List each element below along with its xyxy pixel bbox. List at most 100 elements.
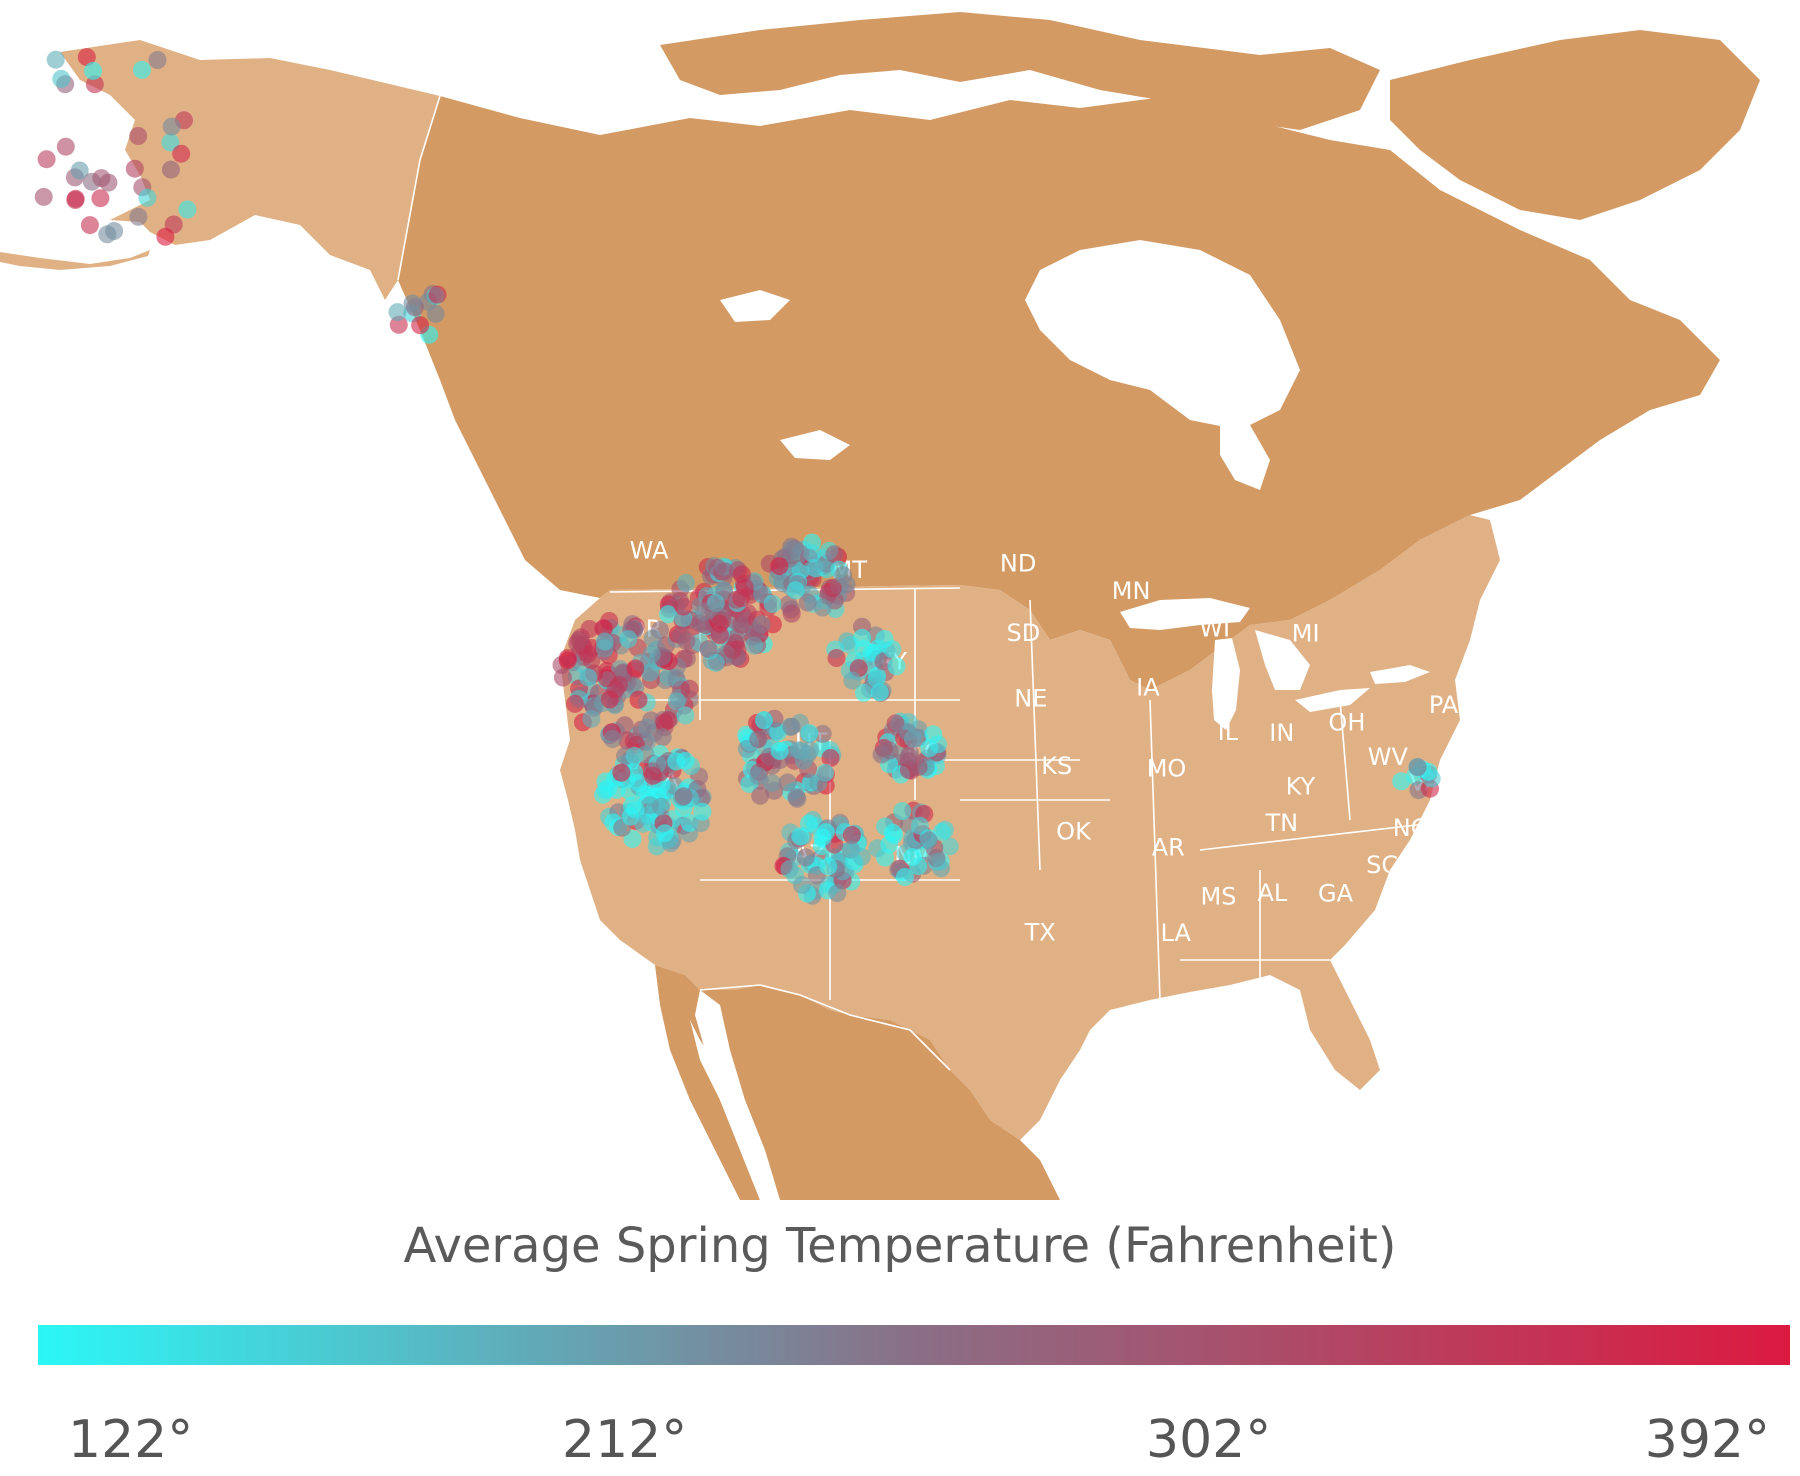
station-point[interactable] [825, 545, 844, 564]
station-point[interactable] [804, 558, 823, 577]
station-point[interactable] [872, 745, 891, 764]
station-point[interactable] [607, 780, 626, 799]
station-point[interactable] [875, 630, 894, 648]
station-point[interactable] [92, 169, 111, 188]
station-point[interactable] [920, 739, 939, 758]
station-point[interactable] [582, 709, 601, 728]
station-point[interactable] [629, 690, 648, 709]
station-point[interactable] [659, 605, 678, 624]
station-point[interactable] [411, 316, 430, 335]
station-point[interactable] [800, 814, 818, 833]
station-point[interactable] [579, 668, 597, 687]
station-point[interactable] [813, 598, 832, 617]
station-point[interactable] [582, 651, 601, 670]
station-point[interactable] [34, 187, 53, 206]
station-point[interactable] [70, 161, 89, 180]
station-point[interactable] [746, 623, 765, 642]
station-point[interactable] [870, 683, 889, 702]
station-point[interactable] [125, 159, 144, 178]
station-point[interactable] [893, 802, 912, 821]
station-point[interactable] [852, 847, 871, 866]
station-point[interactable] [796, 848, 815, 867]
station-point[interactable] [763, 774, 782, 793]
station-point[interactable] [788, 789, 807, 808]
station-point[interactable] [903, 729, 922, 748]
station-point[interactable] [680, 679, 699, 698]
station-point[interactable] [133, 60, 151, 79]
station-point[interactable] [667, 752, 686, 771]
station-point[interactable] [138, 188, 157, 207]
station-point[interactable] [643, 766, 662, 785]
station-point[interactable] [129, 127, 148, 145]
station-point[interactable] [80, 216, 99, 235]
station-points[interactable] [34, 48, 1441, 905]
station-point[interactable] [798, 593, 817, 612]
station-point[interactable] [626, 800, 645, 819]
station-point[interactable] [895, 868, 914, 886]
station-point[interactable] [867, 669, 886, 688]
station-point[interactable] [749, 767, 768, 785]
station-point[interactable] [626, 659, 645, 678]
station-point[interactable] [403, 294, 422, 313]
station-point[interactable] [634, 814, 653, 833]
station-point[interactable] [566, 694, 584, 713]
station-point[interactable] [625, 746, 644, 765]
station-point[interactable] [932, 859, 950, 878]
station-point[interactable] [46, 50, 65, 69]
station-point[interactable] [172, 144, 191, 163]
station-point[interactable] [782, 604, 801, 623]
station-point[interactable] [699, 640, 718, 659]
station-point[interactable] [813, 724, 832, 743]
station-point[interactable] [674, 787, 693, 806]
station-point[interactable] [924, 725, 943, 744]
station-point[interactable] [84, 61, 103, 80]
station-point[interactable] [800, 724, 819, 743]
station-point[interactable] [653, 728, 672, 747]
station-point[interactable] [940, 837, 959, 856]
station-point[interactable] [655, 824, 674, 843]
station-point[interactable] [643, 629, 662, 648]
station-point[interactable] [887, 657, 906, 676]
station-point[interactable] [706, 653, 725, 672]
station-point[interactable] [652, 797, 670, 816]
station-point[interactable] [828, 884, 847, 903]
station-point[interactable] [1392, 772, 1411, 791]
station-point[interactable] [388, 303, 407, 322]
station-point[interactable] [749, 730, 768, 749]
station-point[interactable] [178, 200, 197, 219]
station-point[interactable] [770, 557, 789, 576]
station-point[interactable] [595, 632, 614, 651]
station-point[interactable] [647, 837, 666, 856]
station-point[interactable] [85, 75, 104, 94]
station-point[interactable] [823, 579, 842, 598]
station-point[interactable] [161, 133, 180, 152]
station-point[interactable] [105, 222, 124, 240]
station-point[interactable] [52, 69, 71, 88]
station-point[interactable] [813, 828, 832, 847]
station-point[interactable] [821, 749, 840, 767]
station-point[interactable] [842, 826, 861, 844]
station-point[interactable] [716, 562, 735, 581]
station-point[interactable] [619, 630, 638, 649]
station-point[interactable] [677, 573, 695, 592]
station-point[interactable] [854, 639, 873, 658]
station-point[interactable] [676, 706, 695, 725]
station-point[interactable] [778, 773, 797, 792]
station-point[interactable] [618, 731, 637, 750]
station-point[interactable] [629, 773, 648, 792]
station-point[interactable] [903, 848, 922, 866]
station-point[interactable] [428, 285, 447, 304]
station-point[interactable] [932, 822, 951, 841]
station-point[interactable] [919, 831, 938, 850]
station-point[interactable] [780, 860, 799, 879]
station-point[interactable] [659, 711, 678, 730]
station-point[interactable] [793, 876, 811, 894]
station-point[interactable] [791, 544, 810, 563]
station-point[interactable] [161, 160, 180, 179]
station-point[interactable] [763, 594, 782, 613]
station-point[interactable] [1408, 758, 1427, 777]
station-point[interactable] [732, 589, 751, 608]
station-point[interactable] [791, 827, 810, 846]
station-point[interactable] [786, 581, 805, 600]
station-point[interactable] [667, 692, 686, 711]
